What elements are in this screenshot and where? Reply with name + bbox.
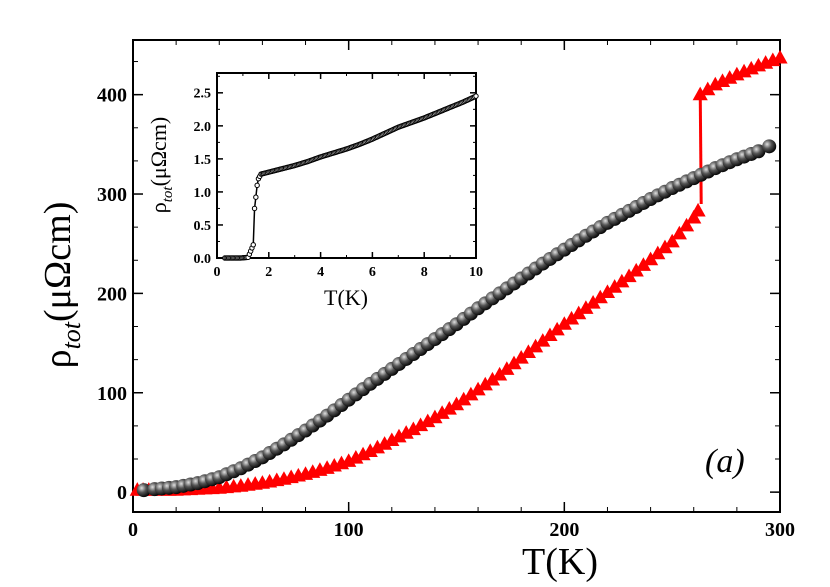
red-triangle-marker	[607, 279, 623, 293]
red-triangle-marker	[456, 391, 472, 406]
red-triangle-marker	[700, 81, 716, 96]
plot-frame	[132, 39, 781, 513]
red-triangle-marker	[535, 333, 551, 347]
red-triangle-marker	[477, 376, 493, 391]
inset-y-tick-label: 1.0	[194, 186, 212, 201]
inset-plot: 0 2 4 6 8 10 0.0 0.5 1.0 1.5 2.0 2.5	[194, 72, 483, 280]
inset-y-tick-label: 0.5	[194, 219, 212, 234]
red-triangle-marker	[628, 262, 644, 277]
red-triangle-marker	[650, 245, 666, 260]
red-triangle-marker	[398, 425, 414, 439]
red-triangle-marker	[549, 321, 565, 336]
inset-y-axis-label-unit: (μΩcm)	[146, 117, 171, 187]
red-triangle-marker	[563, 310, 580, 325]
red-triangle-marker	[513, 349, 529, 364]
y-axis-label-symbol: ρ	[37, 349, 79, 368]
red-triangle-marker	[506, 355, 522, 370]
red-triangle-marker	[434, 405, 450, 419]
red-triangle-marker	[412, 417, 429, 432]
red-triangle-marker	[427, 409, 443, 424]
inset-circle-marker	[254, 182, 260, 189]
red-triangle-marker	[571, 305, 587, 320]
black-circle-marker	[762, 139, 777, 154]
red-triangle-marker	[690, 202, 706, 217]
inset-x-tick-label: 0	[214, 265, 221, 280]
inset-x-tick-label: 8	[421, 265, 428, 280]
y-tick-label: 400	[97, 85, 127, 107]
inset-circle-marker	[473, 93, 479, 99]
panel-label: (a)	[705, 443, 745, 480]
red-triangle-marker	[614, 273, 630, 288]
inset-circle-marker	[250, 242, 256, 248]
transition-arrow-line	[698, 90, 703, 204]
red-triangle-marker	[657, 239, 673, 254]
y-tick-label: 0	[117, 482, 127, 504]
red-triangle-marker	[377, 436, 393, 450]
inset-y-axis-label-symbol: ρ	[146, 202, 171, 213]
red-triangle-marker	[686, 209, 702, 224]
red-triangle-marker	[420, 413, 436, 428]
red-triangle-marker	[671, 225, 687, 240]
red-triangle-marker	[484, 371, 501, 386]
x-tick-label: 300	[765, 519, 795, 541]
red-triangle-marker	[369, 439, 386, 454]
red-triangle-marker	[678, 217, 695, 232]
inset-y-tick-label: 0.0	[194, 252, 212, 267]
inset-background	[217, 73, 476, 258]
red-triangle-marker	[448, 396, 465, 411]
svg-text:ρtot(μΩcm): ρtot(μΩcm)	[146, 117, 176, 214]
inset-x-tick-label: 10	[469, 265, 483, 280]
inset-circle-marker	[253, 194, 259, 200]
inset-y-axis-label-sub: tot	[160, 186, 176, 203]
red-triangle-marker	[499, 361, 515, 375]
black-circle-marker	[136, 483, 151, 498]
red-triangle-marker	[542, 327, 558, 342]
red-triangle-marker	[405, 421, 421, 436]
red-triangle-marker	[599, 284, 616, 298]
x-axis-label: T(K)	[522, 541, 598, 583]
inset-y-axis-label: ρtot(μΩcm)	[146, 117, 176, 214]
red-triangle-marker	[643, 251, 659, 266]
red-triangle-marker	[664, 233, 680, 248]
inset-y-tick-label: 2.0	[194, 120, 212, 135]
x-tick-label: 0	[128, 519, 138, 541]
red-triangle-marker	[463, 386, 479, 401]
y-tick-label: 200	[97, 283, 127, 305]
x-tick-label: 200	[549, 519, 579, 541]
inset-x-tick-label: 6	[369, 265, 376, 280]
x-tick-label: 100	[334, 519, 364, 541]
inset-x-tick-label: 4	[317, 265, 324, 280]
y-tick-label: 100	[97, 383, 127, 405]
red-triangle-marker	[635, 257, 652, 271]
inset-y-tick-label: 1.5	[194, 153, 212, 168]
y-axis-label: ρtot(μΩcm)	[37, 202, 86, 369]
red-triangle-marker	[585, 294, 601, 309]
inset-x-axis-label: T(K)	[324, 285, 368, 310]
red-triangle-marker	[772, 49, 788, 64]
red-triangle-marker	[520, 344, 536, 358]
inset-circle-marker	[251, 205, 258, 212]
red-triangle-marker	[362, 443, 378, 457]
y-axis-label-unit: (μΩcm)	[37, 202, 79, 322]
red-triangle-marker	[527, 338, 544, 353]
y-tick-label: 300	[97, 184, 127, 206]
svg-text:ρtot(μΩcm): ρtot(μΩcm)	[37, 202, 86, 369]
red-triangle-marker	[441, 400, 457, 415]
inset-y-tick-label: 2.5	[194, 87, 212, 102]
red-triangle-marker	[384, 432, 400, 447]
inset-x-tick-label: 2	[265, 265, 272, 280]
red-triangle-marker	[492, 366, 508, 381]
red-triangle-marker	[391, 428, 407, 443]
red-triangle-marker	[621, 268, 637, 283]
y-axis-label-sub: tot	[57, 321, 86, 349]
black-circle-marker	[751, 144, 766, 159]
red-triangle-marker	[578, 300, 594, 314]
red-triangle-marker	[556, 316, 572, 330]
red-triangle-marker	[470, 381, 486, 396]
red-triangle-marker	[592, 289, 608, 304]
